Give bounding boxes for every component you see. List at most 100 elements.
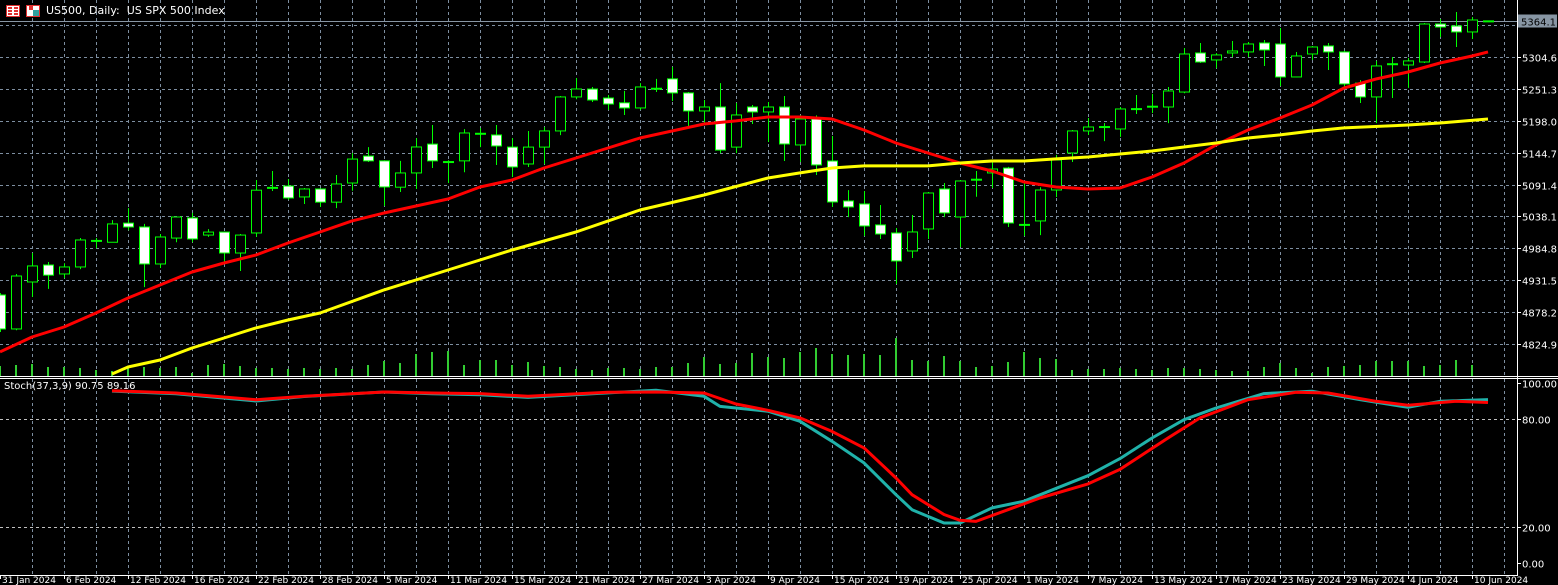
candle[interactable] (923, 191, 934, 239)
candle[interactable] (171, 216, 182, 243)
candle[interactable] (1083, 117, 1094, 135)
candle[interactable] (891, 227, 902, 284)
candle[interactable] (491, 124, 502, 166)
volume-bar (1343, 366, 1345, 376)
candle[interactable] (1243, 42, 1254, 57)
candle[interactable] (91, 238, 102, 249)
candle[interactable] (1227, 40, 1238, 57)
candle[interactable] (763, 101, 774, 142)
candle[interactable] (299, 187, 310, 204)
candle[interactable] (747, 104, 758, 124)
candle[interactable] (1419, 22, 1430, 63)
candle[interactable] (0, 293, 6, 333)
candle[interactable] (795, 114, 806, 163)
candle[interactable] (1131, 95, 1142, 114)
candle[interactable] (1435, 19, 1446, 37)
candle[interactable] (683, 92, 694, 127)
candle[interactable] (283, 178, 294, 200)
candle[interactable] (667, 66, 678, 102)
save-template-icon[interactable] (26, 5, 40, 17)
candle[interactable] (1387, 56, 1398, 99)
candle[interactable] (443, 160, 454, 184)
candle[interactable] (475, 127, 486, 148)
candle[interactable] (1259, 39, 1270, 66)
candle[interactable] (251, 180, 262, 237)
candle[interactable] (1275, 28, 1286, 87)
candle[interactable] (699, 99, 710, 124)
volume-bar (1199, 369, 1201, 376)
candle[interactable] (907, 214, 918, 258)
candle[interactable] (267, 171, 278, 191)
candle[interactable] (555, 95, 566, 136)
candle[interactable] (187, 212, 198, 243)
candle[interactable] (587, 86, 598, 102)
candle[interactable] (139, 223, 150, 288)
candle[interactable] (379, 160, 390, 206)
candle[interactable] (715, 83, 726, 154)
candle[interactable] (219, 231, 230, 264)
volume-bar (863, 354, 865, 376)
candle[interactable] (315, 188, 326, 207)
candle[interactable] (347, 153, 358, 191)
candle[interactable] (1019, 183, 1030, 236)
candle[interactable] (1163, 86, 1174, 124)
candle[interactable] (539, 126, 550, 164)
candle[interactable] (155, 233, 166, 268)
candle[interactable] (939, 183, 950, 218)
candle[interactable] (779, 95, 790, 161)
candle[interactable] (955, 180, 966, 248)
candle[interactable] (235, 233, 246, 271)
candle[interactable] (523, 130, 534, 167)
candle[interactable] (459, 129, 470, 173)
candle[interactable] (619, 90, 630, 115)
candle[interactable] (331, 174, 342, 209)
candle[interactable] (651, 78, 662, 93)
candle[interactable] (875, 204, 886, 239)
candle[interactable] (843, 190, 854, 218)
candle[interactable] (43, 261, 54, 289)
candle[interactable] (1099, 123, 1110, 142)
candle[interactable] (27, 253, 38, 298)
candle[interactable] (1035, 187, 1046, 236)
candle[interactable] (971, 171, 982, 197)
volume-bar (431, 352, 433, 376)
candle[interactable] (107, 220, 118, 243)
candle[interactable] (1451, 11, 1462, 47)
candle[interactable] (1291, 51, 1302, 78)
candle[interactable] (1211, 53, 1222, 69)
candle[interactable] (1483, 20, 1494, 23)
candle[interactable] (59, 263, 70, 279)
candle[interactable] (75, 238, 86, 270)
candle[interactable] (395, 160, 406, 192)
volume-bar (1311, 373, 1313, 376)
candle[interactable] (635, 83, 646, 110)
candle[interactable] (571, 77, 582, 100)
volume-bar (1167, 368, 1169, 376)
candle[interactable] (507, 138, 518, 178)
candle[interactable] (603, 95, 614, 110)
candle[interactable] (411, 138, 422, 189)
price-axis-label: 4824.9 (1522, 341, 1557, 352)
candle[interactable] (1323, 42, 1334, 70)
candle[interactable] (859, 190, 870, 236)
candle-body (299, 188, 310, 198)
candle[interactable] (1195, 42, 1206, 63)
candle-body (107, 223, 118, 243)
chart-window-icon[interactable] (6, 5, 20, 17)
candle[interactable] (1179, 47, 1190, 94)
candle[interactable] (1147, 93, 1158, 113)
candle[interactable] (427, 124, 438, 169)
candle[interactable] (363, 147, 374, 163)
candle[interactable] (1307, 45, 1318, 60)
candle[interactable] (203, 229, 214, 237)
candle[interactable] (1467, 16, 1478, 39)
candle[interactable] (827, 135, 838, 207)
candle[interactable] (11, 273, 22, 331)
candle[interactable] (1339, 50, 1350, 87)
volume-bar (1263, 367, 1265, 376)
candle[interactable] (1115, 107, 1126, 137)
volume-bar (1087, 369, 1089, 376)
candle[interactable] (731, 102, 742, 154)
candle[interactable] (123, 208, 134, 231)
